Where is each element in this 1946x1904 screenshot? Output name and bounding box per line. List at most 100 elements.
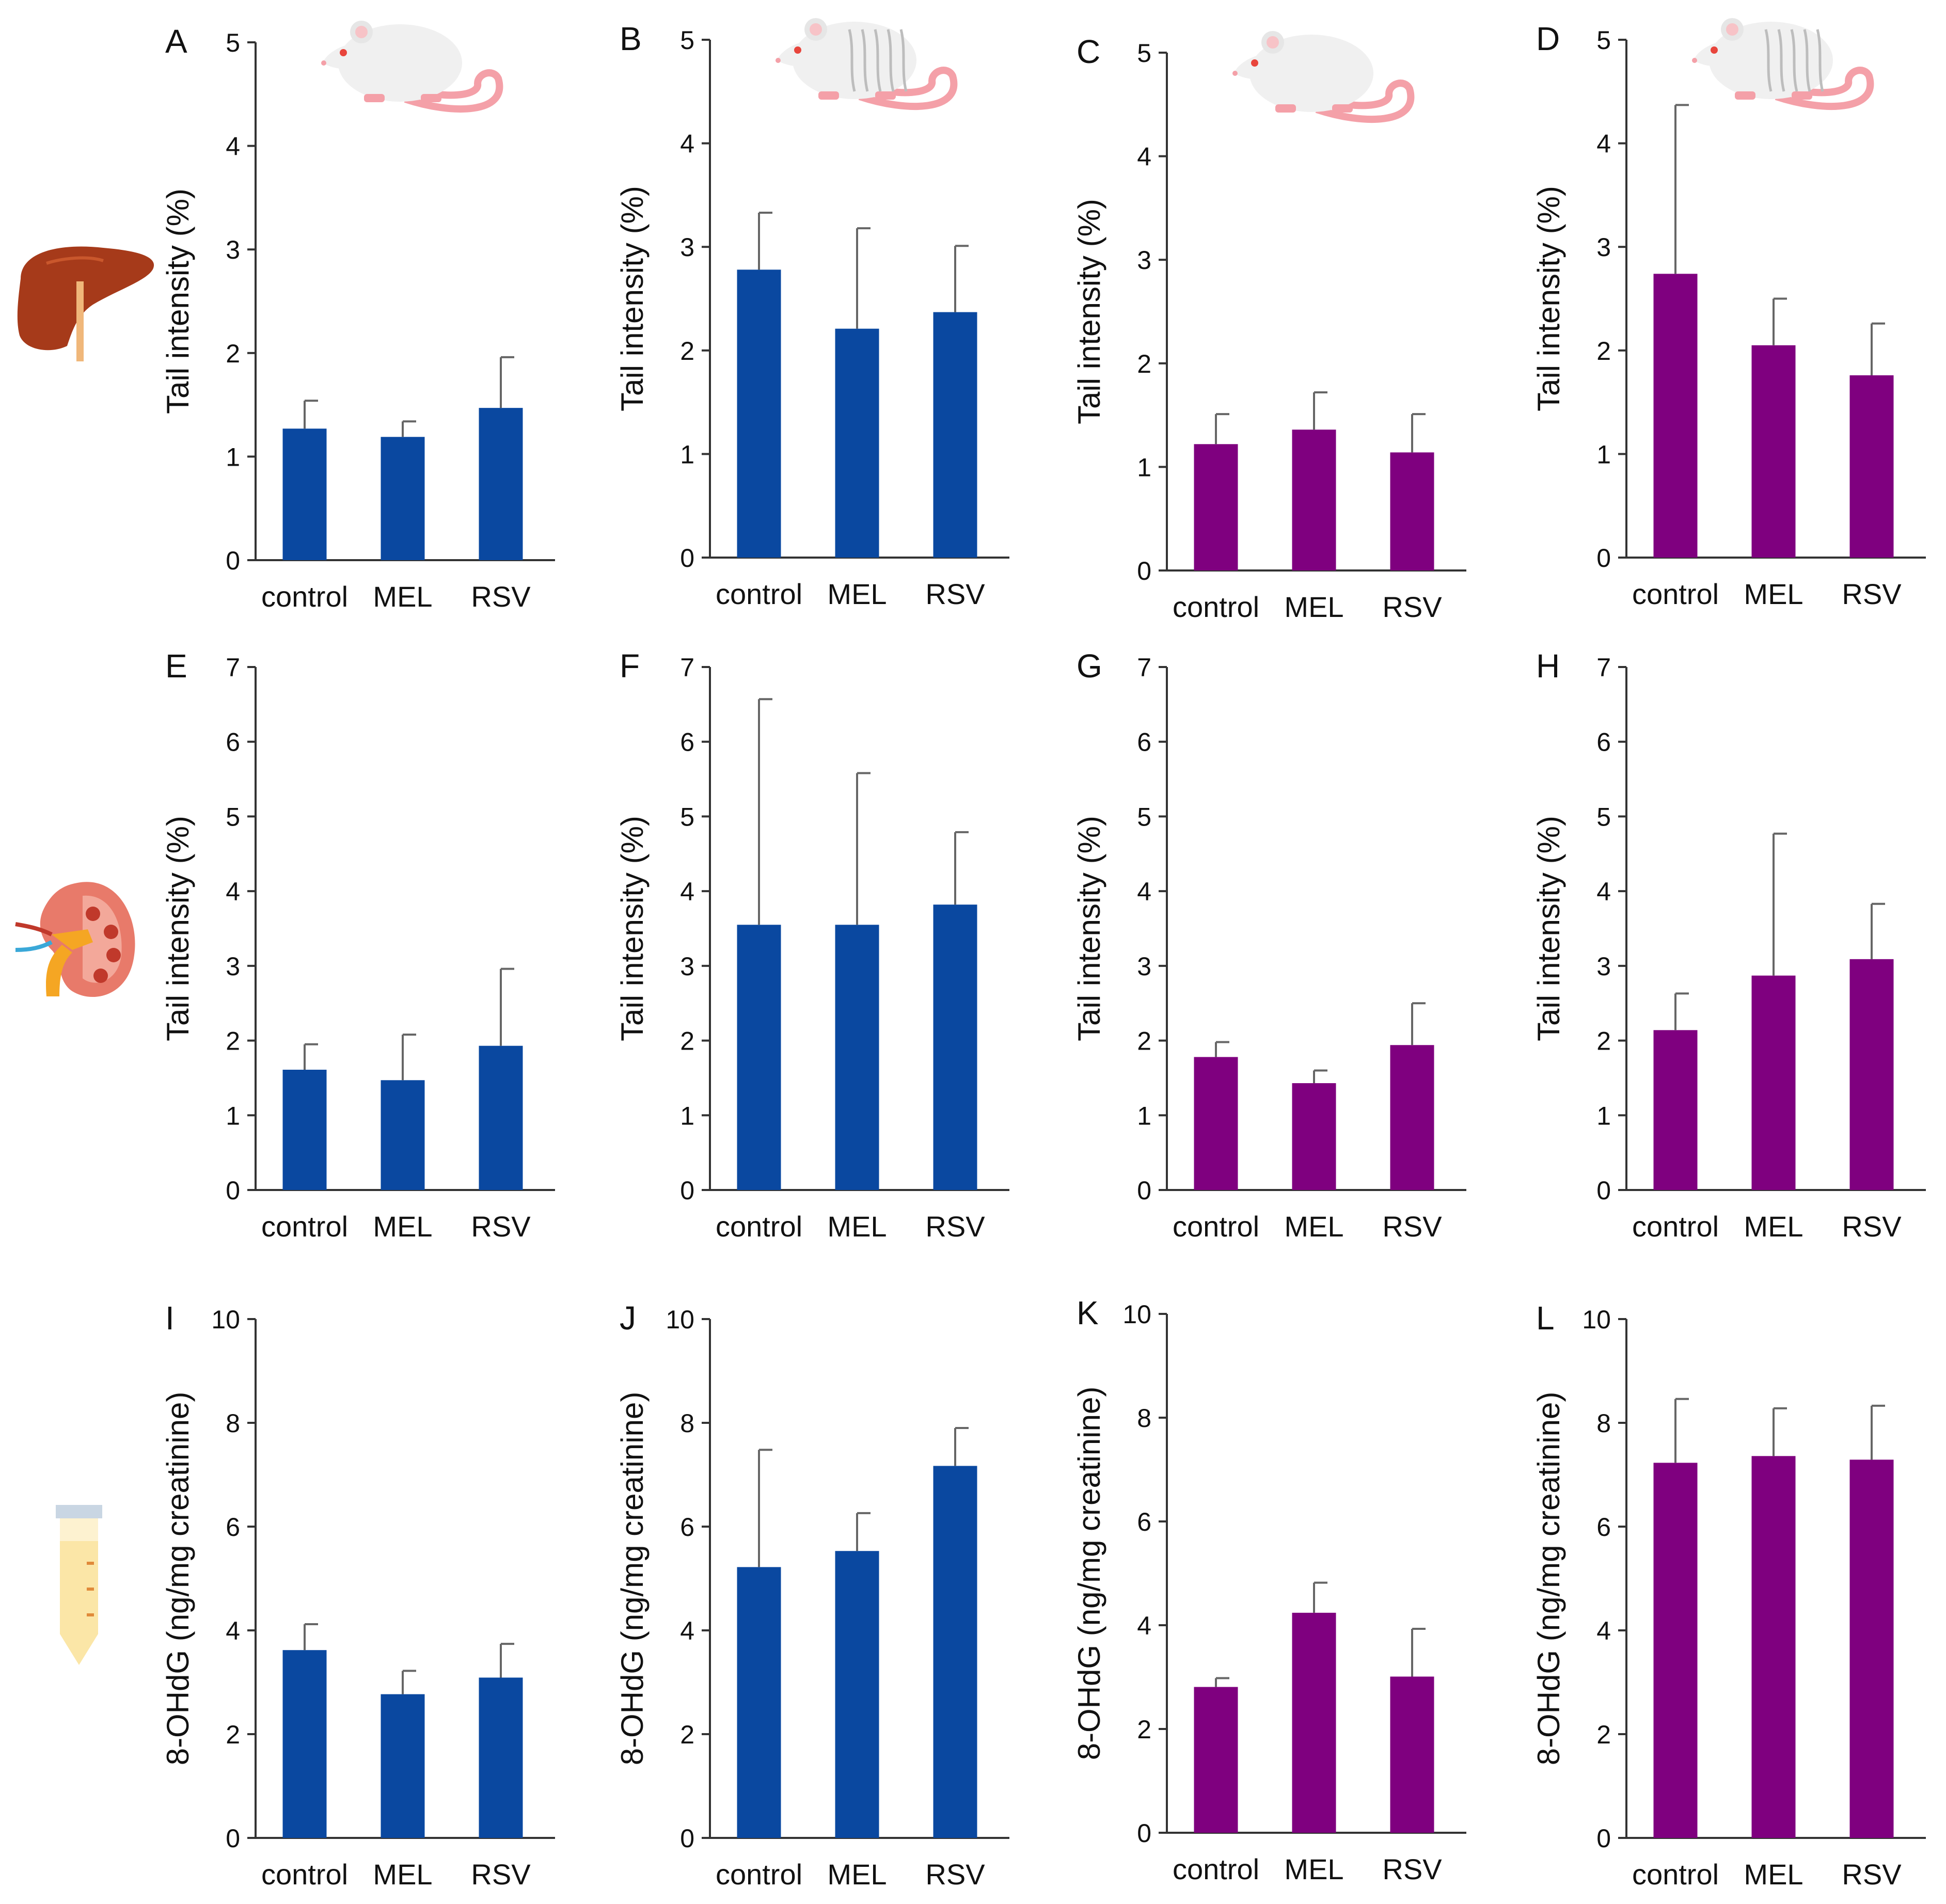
x-category-label: control	[1173, 1210, 1259, 1243]
bar-rsv	[479, 1677, 523, 1838]
y-tick-label: 1	[1596, 440, 1611, 469]
y-axis-title: 8-OHdG (ng/mg creatinine)	[615, 1392, 650, 1766]
y-tick-label: 5	[1137, 802, 1151, 831]
y-tick-label: 3	[1596, 233, 1611, 262]
x-category-label: control	[716, 1210, 802, 1243]
bar-control	[1194, 444, 1238, 570]
bar-mel	[1292, 1083, 1336, 1190]
y-tick-label: 2	[1596, 1027, 1611, 1056]
bar-rsv	[933, 1466, 977, 1838]
bar-mel	[381, 437, 425, 560]
y-tick-label: 6	[226, 1513, 240, 1542]
x-category-label: MEL	[1284, 591, 1343, 623]
bar-mel	[1292, 1612, 1336, 1833]
y-tick-label: 5	[680, 26, 694, 55]
y-tick-label: 2	[1596, 337, 1611, 366]
x-category-label: control	[716, 578, 802, 610]
y-tick-label: 5	[1596, 26, 1611, 55]
bar-rsv	[1849, 375, 1894, 558]
x-category-label: MEL	[827, 1858, 887, 1891]
chart-panel-I: I 0 2 4 6 8 10 8-OHdG (ng/mg creatinine) control…	[161, 1299, 555, 1891]
chart-panel-L: L 0 2 4 6 8 10 8-OHdG (ng/mg creatinine) control…	[1531, 1299, 1926, 1891]
kidney-icon	[15, 882, 135, 997]
y-tick-label: 6	[680, 728, 694, 757]
x-category-label: control	[261, 1858, 348, 1891]
y-tick-label: 1	[1596, 1101, 1611, 1130]
y-tick-label: 10	[1122, 1300, 1151, 1329]
y-tick-label: 0	[680, 544, 694, 573]
x-category-label: MEL	[373, 1210, 432, 1243]
bar-mel	[835, 925, 879, 1190]
y-tick-label: 8	[680, 1409, 694, 1438]
y-tick-label: 0	[226, 546, 240, 575]
y-axis-title: Tail intensity (%)	[161, 816, 195, 1041]
y-tick-label: 4	[1137, 1611, 1151, 1640]
y-tick-label: 2	[680, 1027, 694, 1056]
y-tick-label: 4	[1137, 877, 1151, 906]
y-tick-label: 4	[226, 132, 240, 161]
bar-mel	[835, 328, 879, 558]
y-tick-label: 0	[1137, 1176, 1151, 1205]
bar-control	[737, 1567, 781, 1838]
y-tick-label: 5	[226, 802, 240, 831]
y-tick-label: 1	[1137, 1101, 1151, 1130]
bar-mel	[1292, 430, 1336, 570]
y-tick-label: 8	[226, 1409, 240, 1438]
y-tick-label: 3	[226, 952, 240, 981]
panel-label: K	[1077, 1294, 1099, 1331]
bar-control	[1653, 1463, 1698, 1838]
y-tick-label: 6	[680, 1513, 694, 1542]
y-axis-title: Tail intensity (%)	[161, 188, 195, 414]
y-tick-label: 6	[226, 728, 240, 757]
bar-mel	[1751, 345, 1796, 558]
x-category-label: control	[261, 1210, 348, 1243]
x-category-label: control	[1632, 1210, 1719, 1243]
rat-icon	[1232, 31, 1415, 123]
y-tick-label: 1	[680, 1101, 694, 1130]
y-tick-label: 4	[226, 877, 240, 906]
panel-label: J	[620, 1299, 636, 1337]
bar-control	[282, 1650, 327, 1838]
liver-icon	[17, 246, 154, 361]
y-tick-label: 8	[1596, 1409, 1611, 1438]
bar-control	[1194, 1687, 1238, 1833]
panel-label: G	[1077, 647, 1102, 685]
y-tick-label: 4	[680, 130, 694, 158]
x-category-label: MEL	[373, 580, 432, 613]
x-category-label: control	[716, 1858, 802, 1891]
x-category-label: MEL	[1284, 1853, 1343, 1885]
chart-panel-D: D 0 1 2 3 4 5 Tail intensity (%) control MEL RSV	[1531, 18, 1926, 610]
y-axis-title: Tail intensity (%)	[1531, 816, 1566, 1041]
bar-rsv	[1390, 452, 1434, 570]
bar-rsv	[479, 408, 523, 560]
x-category-label: RSV	[925, 1210, 985, 1243]
y-tick-label: 2	[1137, 1715, 1151, 1744]
y-tick-label: 0	[1137, 1819, 1151, 1848]
chart-panel-C: C 0 1 2 3 4 5 Tail intensity (%) control MEL RSV	[1072, 31, 1466, 623]
y-tick-label: 10	[1582, 1305, 1611, 1334]
bar-control	[1653, 274, 1698, 558]
bar-mel	[381, 1694, 425, 1838]
y-tick-label: 3	[1137, 246, 1151, 275]
panel-label: I	[165, 1299, 175, 1337]
panel-label: F	[620, 647, 640, 685]
bar-control	[282, 429, 327, 560]
y-tick-label: 1	[226, 442, 240, 471]
y-tick-label: 5	[1137, 39, 1151, 68]
y-axis-title: Tail intensity (%)	[615, 816, 650, 1041]
y-tick-label: 4	[680, 1616, 694, 1645]
x-category-label: RSV	[471, 580, 531, 613]
x-category-label: MEL	[827, 578, 887, 610]
y-tick-label: 0	[226, 1176, 240, 1205]
bar-mel	[381, 1080, 425, 1190]
chart-panel-J: J 0 2 4 6 8 10 8-OHdG (ng/mg creatinine) control…	[615, 1299, 1009, 1891]
y-axis-title: 8-OHdG (ng/mg creatinine)	[1072, 1387, 1106, 1760]
y-tick-label: 2	[1137, 350, 1151, 378]
bar-rsv	[933, 312, 977, 558]
y-tick-label: 7	[1596, 653, 1611, 682]
y-tick-label: 2	[226, 1027, 240, 1056]
x-category-label: MEL	[1284, 1210, 1343, 1243]
y-tick-label: 2	[226, 339, 240, 368]
bar-mel	[1751, 975, 1796, 1190]
y-tick-label: 4	[1596, 877, 1611, 906]
